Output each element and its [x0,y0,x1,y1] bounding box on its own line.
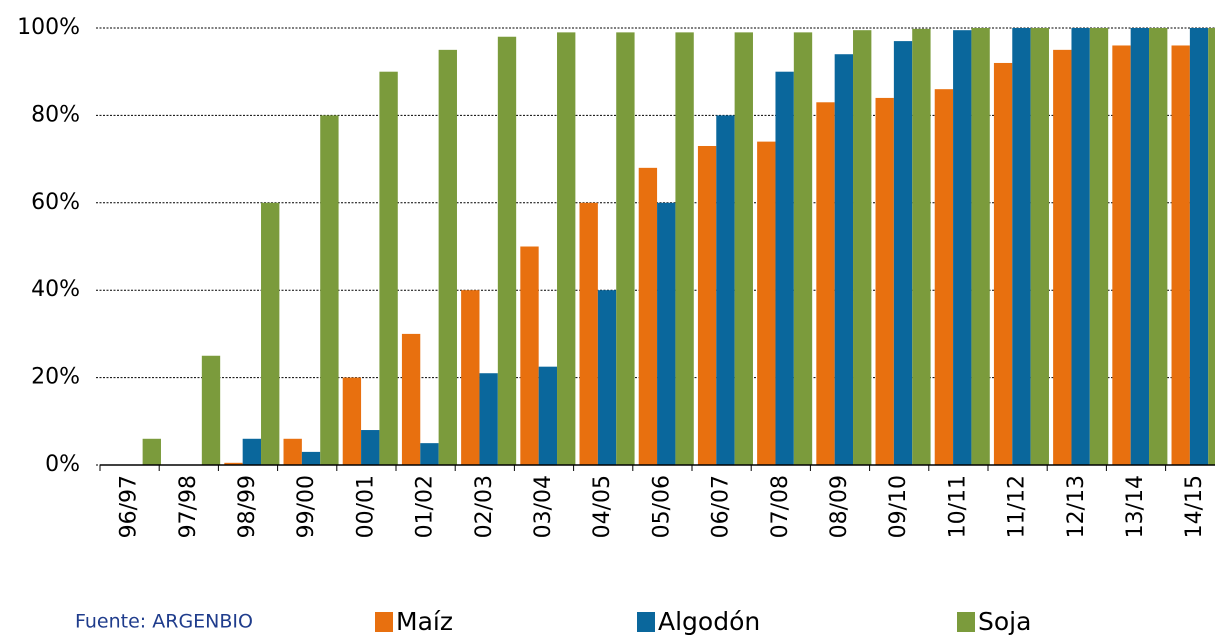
x-tick-label: 09/10 [886,475,911,538]
bar [538,366,558,465]
y-tick-label: 80% [31,102,80,127]
bar [912,28,931,466]
bar [1030,28,1049,465]
bar [638,167,658,465]
legend-swatch [375,612,393,632]
x-tick-label: 02/03 [472,475,497,538]
bar [853,30,872,466]
y-tick-label: 40% [31,277,80,302]
bar [971,28,990,465]
bar [361,430,380,465]
x-tick-label: 07/08 [768,475,793,538]
x-tick-label: 06/07 [709,475,734,538]
x-tick-label: 04/05 [590,475,615,538]
bar [775,71,794,465]
bar [834,54,854,465]
source-note: Fuente: ARGENBIO [75,611,253,633]
bar [301,451,321,465]
bar [816,102,835,465]
bar [379,71,398,465]
bar [242,438,262,465]
bar [579,202,598,466]
bar [993,62,1013,466]
bar [934,89,954,466]
bar [342,377,362,465]
x-tick-label: 99/00 [294,475,319,538]
bar [283,438,302,465]
bar [201,355,221,465]
bar [1112,45,1131,465]
bar [1208,28,1215,465]
bar [224,462,243,465]
bar [734,32,753,466]
x-tick-label: 98/99 [235,475,260,538]
x-tick-label: 12/13 [1064,475,1089,538]
x-tick-label: 00/01 [353,475,378,538]
bar [675,32,694,466]
legend-label: Algodón [658,607,760,636]
y-tick-label: 0% [45,452,80,477]
x-tick-label: 10/11 [945,475,970,538]
x-tick-label: 11/12 [1005,475,1030,538]
legend-swatch [637,612,655,632]
bar [438,49,457,465]
bar [953,30,972,466]
bar [1089,28,1109,465]
bar [893,41,913,466]
bar [1149,28,1168,465]
bar [657,202,676,466]
legend-label: Soja [978,607,1031,636]
legend-label: Maíz [396,607,453,636]
bar [557,32,576,466]
bar [793,32,813,466]
bar [1130,28,1150,465]
bar [1012,28,1031,465]
y-tick-label: 20% [31,365,80,390]
bar [142,438,161,465]
bar [1071,28,1090,465]
bar [1189,28,1209,465]
bar [479,373,498,465]
x-tick-label: 13/14 [1123,475,1148,538]
y-tick-label: 100% [17,15,80,40]
y-tick-label: 60% [31,190,80,215]
x-tick-label: 01/02 [413,475,438,538]
bar [597,290,617,465]
x-tick-label: 96/97 [117,475,142,538]
bar [420,443,439,465]
x-tick-label: 14/15 [1182,475,1207,538]
x-tick-label: 03/04 [531,475,556,538]
bar [320,115,339,466]
bar [716,115,735,466]
bar [261,202,280,466]
x-tick-label: 08/09 [827,475,852,538]
bar [1053,49,1072,465]
bar [697,145,717,466]
bar [520,246,539,465]
bar [497,36,517,466]
x-tick-label: 97/98 [176,475,201,538]
bar [757,141,776,465]
bar [1171,45,1190,465]
x-tick-label: 05/06 [649,475,674,538]
bar [401,333,421,465]
bar [875,97,894,466]
bar [616,32,635,466]
legend-swatch [957,612,975,632]
bar [461,290,480,465]
